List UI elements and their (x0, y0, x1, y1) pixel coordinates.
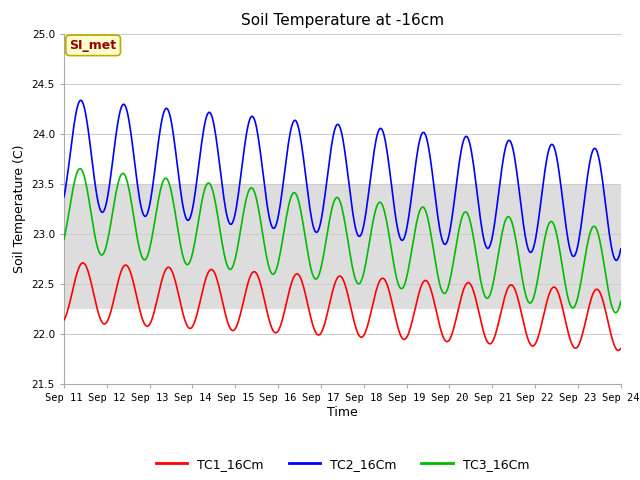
TC3_16Cm (60, 236, 68, 242)
TC2_16Cm (90, 176, 98, 182)
TC2_16Cm (257, 151, 264, 157)
TC2_16Cm (612, 258, 620, 264)
TC3_16Cm (617, 299, 625, 304)
Legend: TC1_16Cm, TC2_16Cm, TC3_16Cm: TC1_16Cm, TC2_16Cm, TC3_16Cm (151, 453, 534, 476)
TC1_16Cm (90, 294, 98, 300)
TC3_16Cm (285, 204, 292, 210)
TC3_16Cm (587, 229, 595, 235)
Y-axis label: Soil Temperature (C): Soil Temperature (C) (13, 144, 26, 273)
TC2_16Cm (234, 192, 242, 198)
TC1_16Cm (79, 260, 86, 266)
TC1_16Cm (587, 299, 595, 304)
TC1_16Cm (617, 346, 625, 351)
TC3_16Cm (76, 166, 84, 171)
TC3_16Cm (90, 230, 98, 236)
X-axis label: Time: Time (327, 406, 358, 419)
Line: TC2_16Cm: TC2_16Cm (64, 100, 621, 261)
Title: Soil Temperature at -16cm: Soil Temperature at -16cm (241, 13, 444, 28)
Text: SI_met: SI_met (70, 39, 116, 52)
Bar (64, 184, 621, 309)
TC2_16Cm (60, 194, 68, 200)
TC2_16Cm (330, 130, 338, 136)
TC3_16Cm (330, 199, 338, 204)
TC2_16Cm (285, 141, 292, 147)
TC1_16Cm (257, 281, 264, 287)
TC1_16Cm (285, 292, 292, 298)
TC1_16Cm (330, 284, 338, 289)
TC2_16Cm (587, 156, 595, 162)
Line: TC1_16Cm: TC1_16Cm (64, 263, 621, 350)
TC2_16Cm (617, 246, 625, 252)
TC3_16Cm (257, 218, 264, 224)
TC1_16Cm (614, 348, 622, 353)
TC1_16Cm (234, 319, 242, 324)
TC1_16Cm (60, 317, 68, 323)
TC3_16Cm (612, 310, 620, 315)
TC2_16Cm (77, 97, 85, 103)
TC3_16Cm (234, 240, 242, 246)
Line: TC3_16Cm: TC3_16Cm (64, 168, 621, 312)
